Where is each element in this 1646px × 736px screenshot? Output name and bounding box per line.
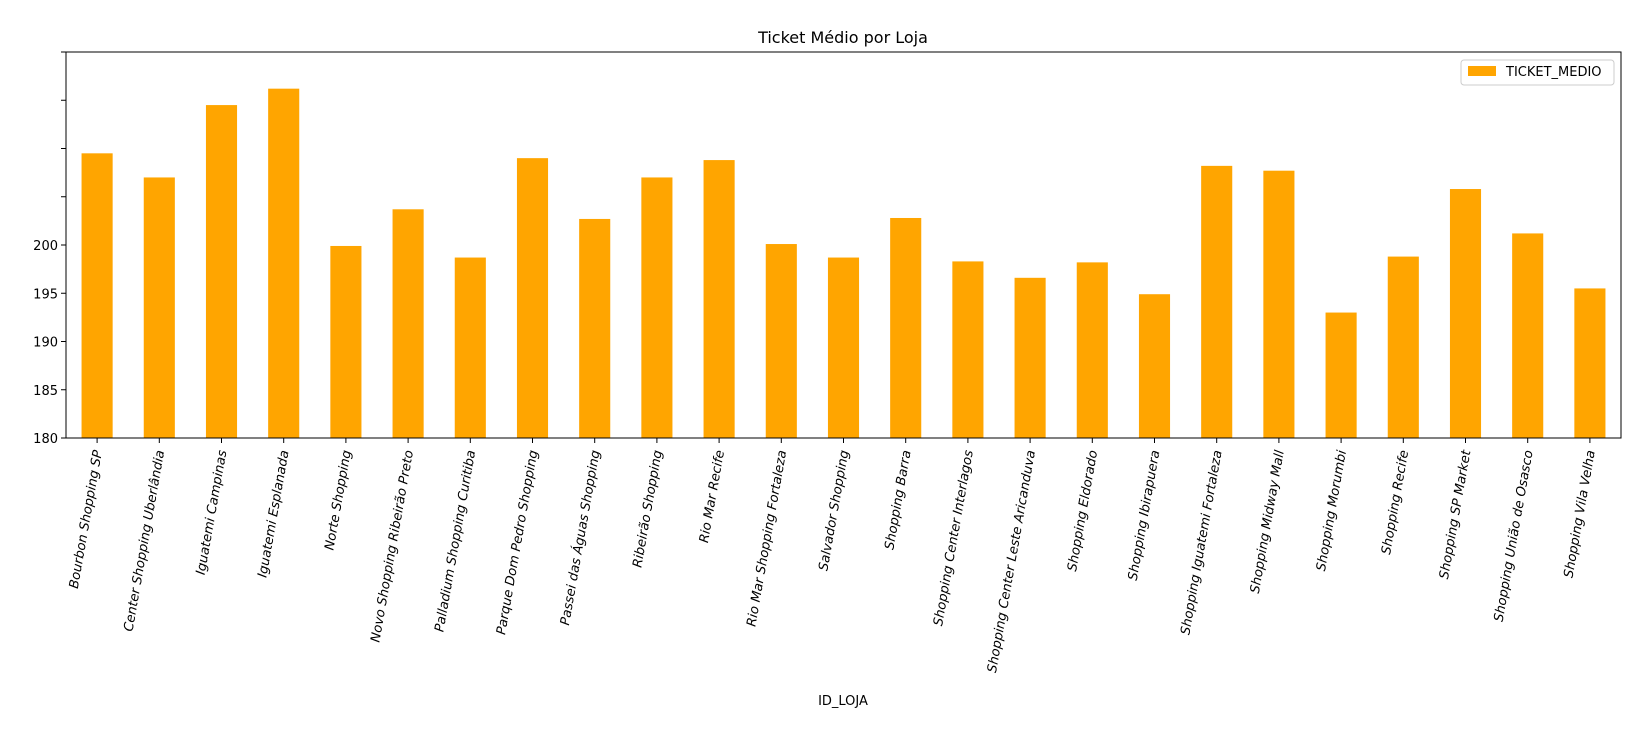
x-tick-label: Rio Mar Recife — [697, 449, 728, 544]
bar-3 — [205, 105, 238, 438]
x-tick-label: Novo Shopping Ribeirão Preto — [368, 449, 417, 643]
x-tick-label: Center Shopping Uberlândia — [122, 449, 169, 633]
bar-17 — [1076, 262, 1108, 438]
legend-frame — [1460, 59, 1615, 86]
bar-16 — [1014, 277, 1046, 438]
bar-7 — [454, 257, 486, 438]
bar-5 — [330, 245, 362, 438]
x-tick-label: Shopping SP Market — [1437, 448, 1475, 580]
bar-4 — [268, 88, 300, 439]
bar-6 — [392, 209, 424, 438]
x-tick-label: Salvador Shopping — [816, 449, 852, 572]
x-tick-label: Shopping União de Osasco — [1492, 449, 1537, 623]
bar-2 — [143, 177, 175, 438]
x-axis: Bourbon Shopping SP Center Shopping Uberl… — [67, 438, 1599, 674]
x-tick-label: Shopping Eldorado — [1065, 449, 1101, 573]
bar-19 — [1201, 165, 1233, 438]
bar-13 — [827, 257, 860, 438]
x-tick-label: Rio Mar Shopping Fortaleza — [744, 449, 790, 628]
x-tick-label: Palladium Shopping Curitiba — [432, 449, 479, 633]
x-tick-label: Shopping Morumbi — [1314, 449, 1350, 573]
bars-group — [81, 88, 1606, 439]
x-axis-label: ID_LOJA — [818, 694, 868, 709]
y-tick-label: 185 — [33, 384, 58, 399]
x-tick-label: Shopping Ibirapuera — [1126, 449, 1164, 582]
x-tick-label: Iguatemi Esplanada — [255, 449, 292, 579]
bar-11 — [703, 160, 735, 438]
x-tick-label: Ribeirão Shopping — [630, 449, 665, 569]
x-tick-label: Iguatemi Campinas — [194, 449, 231, 576]
x-tick-label: Parque Dom Pedro Shopping — [494, 449, 541, 636]
x-tick-label: Norte Shopping — [322, 449, 354, 551]
x-tick-label: Shopping Recife — [1379, 449, 1412, 556]
y-tick-label: 190 — [33, 336, 58, 351]
y-tick-label: 200 — [33, 239, 58, 254]
legend-swatch — [1468, 66, 1496, 76]
bar-21 — [1325, 312, 1357, 438]
bar-20 — [1263, 170, 1295, 438]
x-tick-label: Bourbon Shopping SP — [67, 449, 106, 590]
x-tick-label: Shopping Vila Velha — [1562, 449, 1599, 579]
bar-12 — [765, 244, 797, 438]
x-tick-label: Shopping Barra — [882, 449, 914, 551]
y-tick-label: 195 — [33, 287, 58, 302]
legend-label: TICKET_MEDIO — [1505, 65, 1602, 80]
x-tick-label: Shopping Midway Mall — [1248, 449, 1288, 595]
y-tick-label: 180 — [33, 432, 58, 447]
bar-9 — [579, 218, 611, 438]
chart-title: Ticket Médio por Loja — [757, 28, 928, 47]
bar-22 — [1387, 256, 1419, 438]
bar-14 — [890, 217, 922, 438]
y-axis: 180 185 190 195 200 — [33, 51, 66, 447]
bar-1 — [81, 153, 113, 438]
bar-25 — [1574, 288, 1606, 438]
x-tick-label: Shopping Center Leste Aricanduva — [985, 449, 1039, 674]
bar-10 — [641, 177, 673, 438]
bar-24 — [1512, 233, 1544, 438]
x-tick-label: Shopping Iguatemi Fortaleza — [1178, 449, 1225, 636]
bar-18 — [1138, 294, 1171, 438]
bar-8 — [516, 158, 549, 438]
bar-23 — [1449, 189, 1482, 438]
x-tick-label: Shopping Center Interlagos — [931, 449, 977, 627]
bar-15 — [952, 261, 984, 438]
legend: TICKET_MEDIO — [1460, 59, 1615, 86]
x-tick-label: Passei das Águas Shopping — [557, 449, 604, 627]
